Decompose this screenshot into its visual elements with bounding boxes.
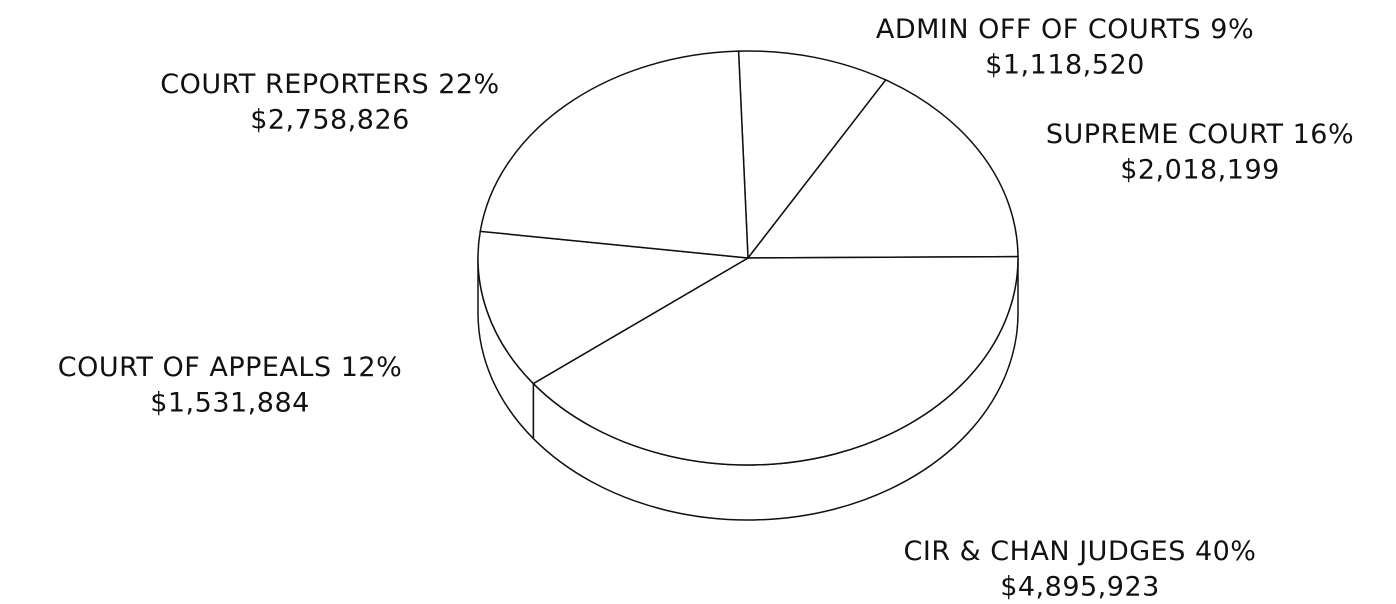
slice-name: COURT OF APPEALS xyxy=(58,352,332,383)
pie-slice xyxy=(479,50,749,259)
slice-percent: 16% xyxy=(1293,119,1355,150)
pie-slice xyxy=(746,79,1019,259)
slice-value: $1,118,520 xyxy=(985,50,1145,81)
slice-value: $2,018,199 xyxy=(1120,155,1280,186)
slice-value: $2,758,826 xyxy=(250,105,410,136)
pie-slice xyxy=(477,230,751,385)
slice-value: $4,895,923 xyxy=(1000,572,1160,603)
pie-slice xyxy=(532,255,1019,466)
pie-slice xyxy=(737,50,887,261)
slice-name: ADMIN OFF OF COURTS xyxy=(876,14,1201,45)
slice-label: SUPREME COURT 16% xyxy=(1046,119,1354,150)
slice-label: COURT REPORTERS 22% xyxy=(160,69,499,100)
slice-percent: 40% xyxy=(1195,536,1257,567)
slice-name: CIR & CHAN JUDGES xyxy=(904,536,1186,567)
slice-value: $1,531,884 xyxy=(150,388,310,419)
slice-label: COURT OF APPEALS 12% xyxy=(58,352,402,383)
slice-name: COURT REPORTERS xyxy=(160,69,429,100)
slice-label: ADMIN OFF OF COURTS 9% xyxy=(876,14,1254,45)
slice-label: CIR & CHAN JUDGES 40% xyxy=(904,536,1257,567)
slice-name: SUPREME COURT xyxy=(1046,119,1284,150)
slice-percent: 9% xyxy=(1210,14,1254,45)
slice-percent: 22% xyxy=(438,69,500,100)
slice-percent: 12% xyxy=(341,352,403,383)
